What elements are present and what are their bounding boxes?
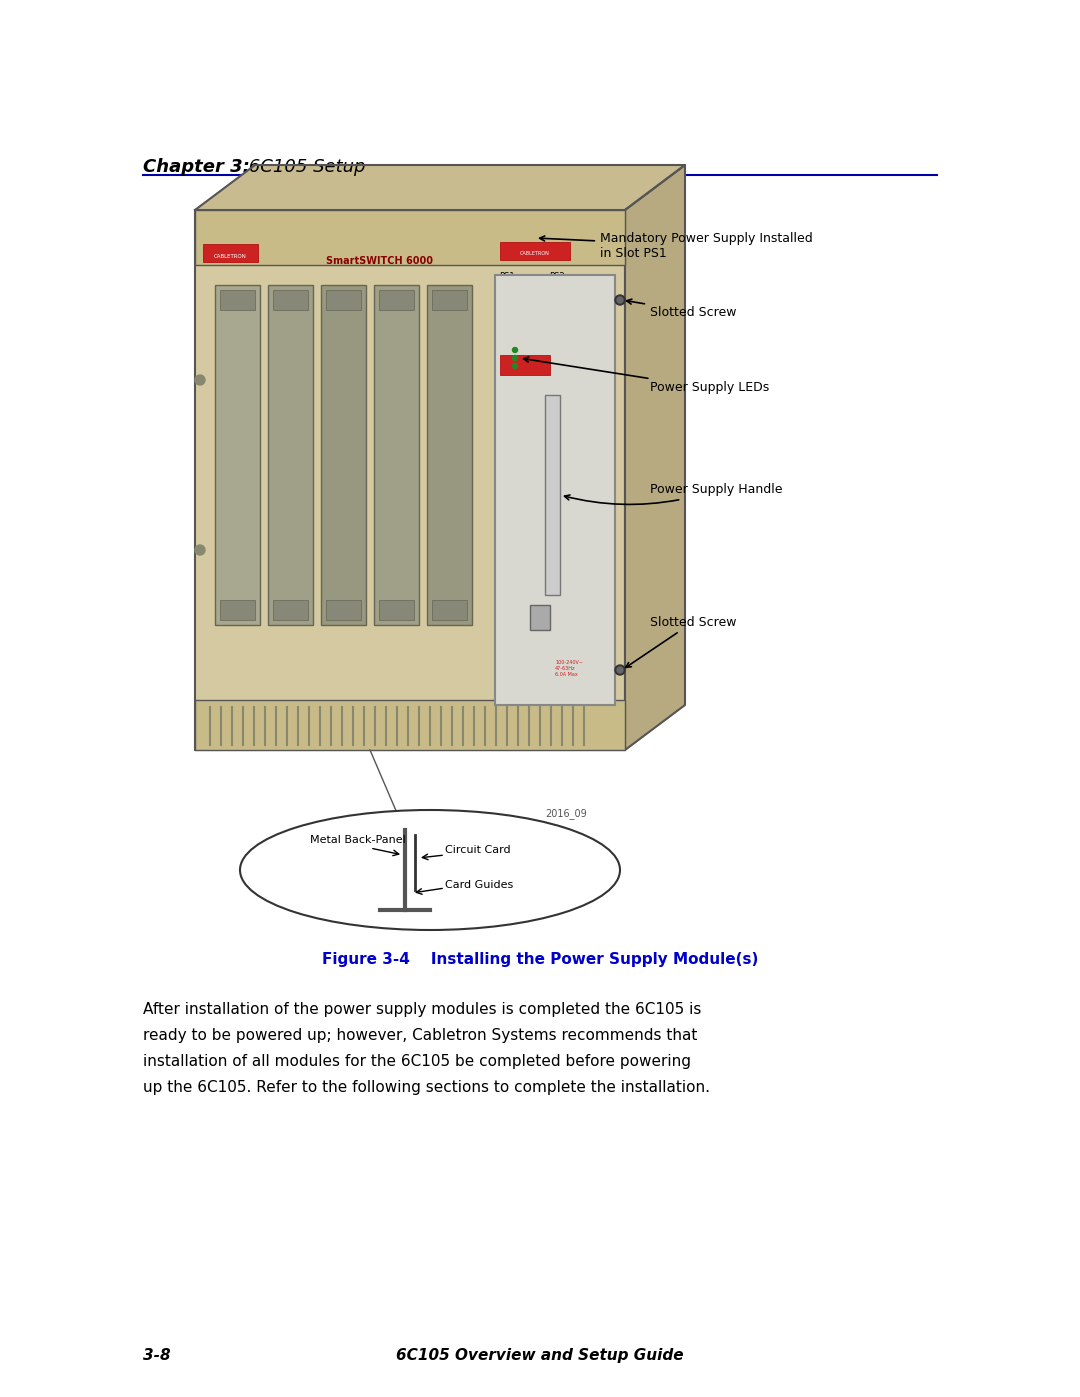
Text: Power Supply Handle: Power Supply Handle <box>565 483 783 504</box>
Bar <box>545 395 561 595</box>
Bar <box>215 285 260 624</box>
Bar <box>432 599 467 620</box>
Polygon shape <box>625 165 685 750</box>
Text: CABLETRON: CABLETRON <box>521 251 550 256</box>
Text: 6C105 Setup: 6C105 Setup <box>243 158 365 176</box>
Polygon shape <box>195 165 685 210</box>
Text: 2016_09: 2016_09 <box>545 807 586 819</box>
Circle shape <box>513 348 517 352</box>
Bar <box>203 244 258 263</box>
Bar <box>195 210 625 750</box>
Text: Card Guides: Card Guides <box>445 880 513 890</box>
Circle shape <box>617 666 623 673</box>
Text: Metal Back-Panel: Metal Back-Panel <box>310 835 406 845</box>
Bar <box>326 599 361 620</box>
Text: up the 6C105. Refer to the following sections to complete the installation.: up the 6C105. Refer to the following sec… <box>143 1080 710 1095</box>
Text: 6C105 Overview and Setup Guide: 6C105 Overview and Setup Guide <box>396 1348 684 1363</box>
Text: Slotted Screw: Slotted Screw <box>625 616 737 668</box>
Text: Circuit Card: Circuit Card <box>445 845 511 855</box>
Bar <box>530 605 550 630</box>
Text: 3-8: 3-8 <box>143 1348 171 1363</box>
Text: After installation of the power supply modules is completed the 6C105 is: After installation of the power supply m… <box>143 1002 701 1017</box>
Bar <box>379 599 414 620</box>
Text: Figure 3-4    Installing the Power Supply Module(s): Figure 3-4 Installing the Power Supply M… <box>322 951 758 967</box>
Bar <box>195 210 625 265</box>
Bar <box>321 285 366 624</box>
Bar <box>495 275 615 705</box>
Circle shape <box>615 665 625 675</box>
Ellipse shape <box>240 810 620 930</box>
Text: installation of all modules for the 6C105 be completed before powering: installation of all modules for the 6C10… <box>143 1053 691 1069</box>
Text: ready to be powered up; however, Cabletron Systems recommends that: ready to be powered up; however, Cabletr… <box>143 1028 698 1044</box>
Text: CABLETRON: CABLETRON <box>214 254 246 258</box>
Circle shape <box>513 363 517 369</box>
Bar <box>220 599 255 620</box>
Bar <box>427 285 472 624</box>
Bar <box>500 355 550 374</box>
Circle shape <box>617 298 623 303</box>
Bar <box>273 599 308 620</box>
Text: SmartSWITCH 6000: SmartSWITCH 6000 <box>326 256 433 265</box>
Text: Mandatory Power Supply Installed
in Slot PS1: Mandatory Power Supply Installed in Slot… <box>540 232 813 260</box>
Bar <box>220 291 255 310</box>
Bar <box>195 700 625 750</box>
Text: Slotted Screw: Slotted Screw <box>626 299 737 319</box>
Bar <box>326 291 361 310</box>
Circle shape <box>513 355 517 360</box>
Bar <box>379 291 414 310</box>
Bar <box>432 291 467 310</box>
Text: Power Supply LEDs: Power Supply LEDs <box>524 358 769 394</box>
Text: Chapter 3:: Chapter 3: <box>143 158 249 176</box>
Bar <box>268 285 313 624</box>
Bar <box>500 242 570 260</box>
Circle shape <box>195 374 205 386</box>
Bar <box>273 291 308 310</box>
Circle shape <box>615 295 625 305</box>
Text: 100-240V~
47-63Hz
6.0A Max: 100-240V~ 47-63Hz 6.0A Max <box>555 659 583 676</box>
Text: PS1: PS1 <box>499 272 515 281</box>
Bar <box>374 285 419 624</box>
Text: PS2: PS2 <box>550 272 565 281</box>
Circle shape <box>195 545 205 555</box>
